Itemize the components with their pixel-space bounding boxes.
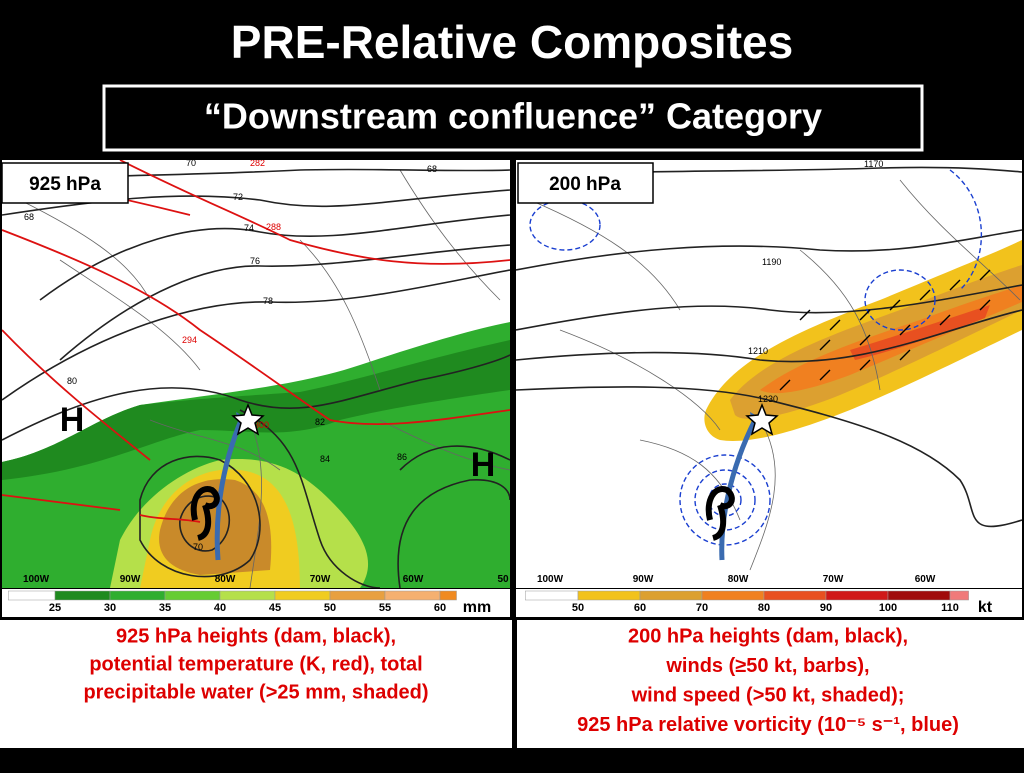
contour-label: 1210 [748,346,768,356]
contour-label: 70 [186,158,196,168]
subtitle: “Downstream confluence” Category [204,96,822,137]
contour-label: 68 [427,164,437,174]
colorbar-label: 45 [269,602,281,614]
longitude-label: 70W [310,574,331,585]
theta-label: 288 [266,222,281,232]
colorbar-swatch [109,590,166,601]
colorbar-swatch [949,590,969,601]
high-marker: H [471,446,496,484]
panel-label: 925 hPa [29,174,101,195]
caption-line: potential temperature (K, red), total [89,653,422,675]
theta-label: 294 [182,335,197,345]
colorbar-swatch [274,590,331,601]
contour-label: 1170 [864,159,883,169]
contour-label: 68 [24,212,34,222]
theta-label: 282 [250,158,265,168]
colorbar-label: 50 [324,602,336,614]
subtitle-box [102,84,924,152]
caption-box [517,620,1024,748]
caption-line: precipitable water (>25 mm, shaded) [83,681,428,703]
panel-label: 200 hPa [549,174,621,195]
colorbar-swatch [701,590,765,601]
longitude-label: 80W [215,574,236,585]
colorbar-label: 80 [758,602,770,614]
colorbar-swatch [164,590,221,601]
colorbar-label: 60 [634,602,646,614]
colorbar-swatch [639,590,703,601]
colorbar-swatch [219,590,276,601]
colorbar-label: 60 [434,602,446,614]
colorbar-swatch [525,590,579,601]
longitude-label: 60W [915,574,936,585]
colorbar-swatch [763,590,827,601]
wind-barbs [779,269,991,391]
colorbar-swatch [577,590,641,601]
caption: 925 hPa heights (dam, black), potential t… [83,625,428,703]
caption-line: wind speed (>50 kt, shaded); [631,684,905,706]
contour-label: 82 [315,417,325,427]
colorbar: 50 60 70 80 90 100 110 kt [525,590,993,616]
caption-line: winds (≥50 kt, barbs), [665,655,869,677]
contour-label: 84 [320,454,330,464]
contour-label: 70 [193,542,203,552]
colorbar-swatch [8,590,56,601]
caption-line: 925 hPa relative vorticity (10⁻⁵ s⁻¹, bl… [577,714,959,736]
longitude-label: 70W [823,574,844,585]
caption-box [0,620,512,748]
contour-label: 76 [250,256,260,266]
colorbar: 25 30 35 40 45 50 55 60 mm [8,590,491,616]
high-marker: H [60,401,85,439]
longitude-label: 90W [120,574,141,585]
contour-label: 1230 [758,394,778,404]
colorbar-label: 25 [49,602,61,614]
colorbar-swatch [825,590,889,601]
longitude-label: 100W [537,574,564,585]
map-200: 1170 1190 1210 1230 100W 90W 80W 70W 60W [516,159,1022,588]
caption-line: 925 hPa heights (dam, black), [116,625,396,647]
colorbar-swatch [54,590,111,601]
colorbar-label: 35 [159,602,171,614]
star [745,402,779,436]
star [231,402,265,436]
colorbar-label: 70 [696,602,708,614]
colorbar-label: 55 [379,602,391,614]
title: PRE-Relative Composites [231,16,793,68]
colorbar-label: 100 [879,602,897,614]
track-arrow [214,417,245,561]
colorbar-label: 90 [820,602,832,614]
panel-label-box [1,162,129,204]
theta-label: 300 [254,420,269,430]
longitude-label: 50 [497,574,509,585]
colorbar-swatch [439,590,457,601]
longitude-label: 80W [728,574,749,585]
colorbar-unit: mm [463,599,491,616]
colorbar-label: 50 [572,602,584,614]
colorbar-swatch [384,590,441,601]
colorbar-swatch [329,590,386,601]
caption-line: 200 hPa heights (dam, black), [628,625,908,647]
contour-label: 72 [233,192,243,202]
cyclone-symbol [705,486,735,541]
colorbar-swatch [887,590,951,601]
colorbar-label: 40 [214,602,226,614]
panel-label-box [517,162,654,204]
cyclone-symbol [190,486,220,541]
colorbar-unit: kt [978,599,993,616]
longitude-label: 90W [633,574,654,585]
contour-label: 86 [397,452,407,462]
map-925: H H 70 68 68 72 74 76 78 80 82 84 86 70 … [2,158,510,588]
longitude-label: 60W [403,574,424,585]
contour-label: 80 [67,376,77,386]
colorbar-label: 110 [941,602,959,614]
caption: 200 hPa heights (dam, black), winds (≥50 … [577,625,959,736]
contour-label: 1190 [762,257,781,267]
longitude-label: 100W [23,574,50,585]
contour-label: 78 [263,296,273,306]
contour-label: 74 [244,223,254,233]
colorbar-label: 30 [104,602,116,614]
